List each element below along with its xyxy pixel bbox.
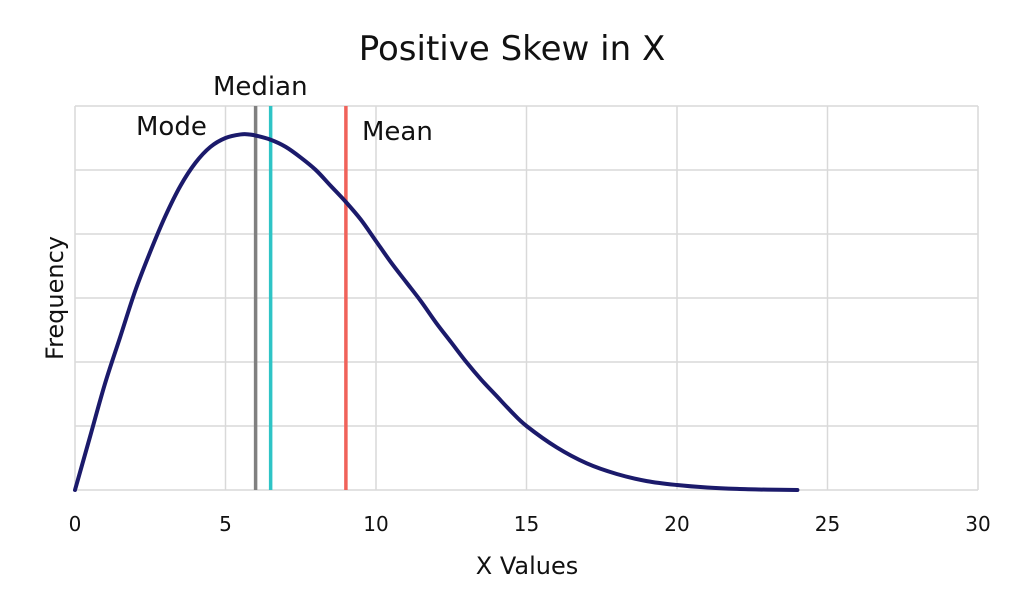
chart-title: Positive Skew in X [359,29,666,69]
y-axis-label: Frequency [41,236,69,360]
grid [74,105,979,491]
mode-label: Mode [136,112,207,142]
x-tick-label: 15 [514,512,539,536]
x-tick-label: 0 [69,512,82,536]
x-tick-label: 25 [815,512,840,536]
x-tick-label: 30 [965,512,990,536]
median-label: Median [213,72,308,102]
series [73,132,800,492]
x-axis-label: X Values [476,552,578,580]
marker-lines [253,106,348,490]
x-tick-label: 5 [219,512,232,536]
x-tick-labels: 0 5 10 15 20 25 30 [69,512,991,536]
x-tick-label: 20 [664,512,689,536]
x-tick-label: 10 [363,512,388,536]
distribution-curve [73,132,800,492]
mean-label: Mean [362,117,433,147]
